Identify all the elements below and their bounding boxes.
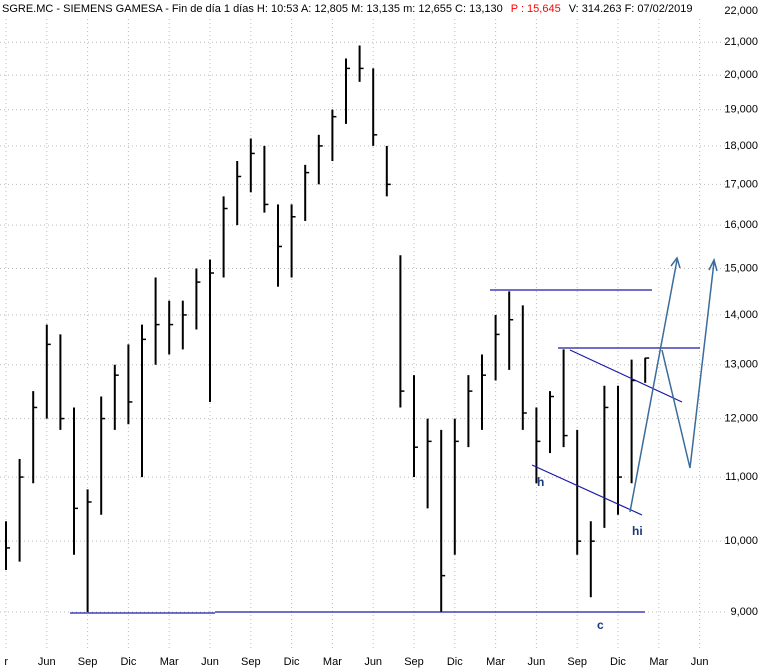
y-tick-label: 16,000 <box>724 219 758 231</box>
x-tick-label: Mar <box>160 656 179 668</box>
channel-line <box>531 464 643 516</box>
y-tick-label: 12,000 <box>724 412 758 424</box>
x-tick-label: Jun <box>38 656 56 668</box>
x-tick-label: Jun <box>364 656 382 668</box>
annotation: c <box>597 618 604 632</box>
x-tick-label: Mar <box>649 656 668 668</box>
y-tick-label: 18,000 <box>724 140 758 152</box>
x-tick-label: Dic <box>610 656 626 668</box>
projection-arrow <box>629 259 678 513</box>
x-tick-label: Mar <box>323 656 342 668</box>
y-tick-label: 17,000 <box>724 178 758 190</box>
y-tick-label: 10,000 <box>724 535 758 547</box>
x-tick-label: Jun <box>528 656 546 668</box>
header-part: P : 15,645 <box>511 3 561 15</box>
drawings <box>70 256 718 614</box>
x-tick-label: Jun <box>691 656 709 668</box>
y-tick-label: 14,000 <box>724 309 758 321</box>
y-tick-label: 13,000 <box>724 359 758 371</box>
x-tick-label: Dic <box>284 656 300 668</box>
x-tick-label: Dic <box>447 656 463 668</box>
x-tick-label: Sep <box>241 656 261 668</box>
annotation: hi <box>632 524 643 538</box>
x-tick-label: Mar <box>486 656 505 668</box>
y-tick-label: 20,000 <box>724 69 758 81</box>
y-tick-label: 22,000 <box>724 5 758 17</box>
header-bg <box>0 0 772 18</box>
x-tick-label: Dic <box>120 656 136 668</box>
y-tick-label: 21,000 <box>724 36 758 48</box>
channel-line <box>569 349 683 403</box>
x-tick-label: Sep <box>404 656 424 668</box>
y-tick-label: 9,000 <box>730 606 758 618</box>
y-tick-label: 15,000 <box>724 262 758 274</box>
annotation: h <box>537 475 544 489</box>
header: SGRE.MC - SIEMENS GAMESA - Fin de día 1 … <box>2 3 692 15</box>
x-tick-label: Jun <box>201 656 219 668</box>
x-tick-label: Sep <box>78 656 98 668</box>
y-tick-label: 11,000 <box>725 471 758 483</box>
arrow-head <box>670 256 681 269</box>
price-bars <box>5 45 650 612</box>
x-tick-label: r <box>4 656 8 668</box>
projection-arrow <box>661 261 715 469</box>
header-part: SGRE.MC - SIEMENS GAMESA - Fin de día 1 … <box>2 3 503 15</box>
y-tick-label: 19,000 <box>724 103 758 115</box>
header-part: V: 314.263 F: 07/02/2019 <box>569 3 693 15</box>
x-tick-label: Sep <box>567 656 587 668</box>
arrow-head <box>708 257 718 272</box>
